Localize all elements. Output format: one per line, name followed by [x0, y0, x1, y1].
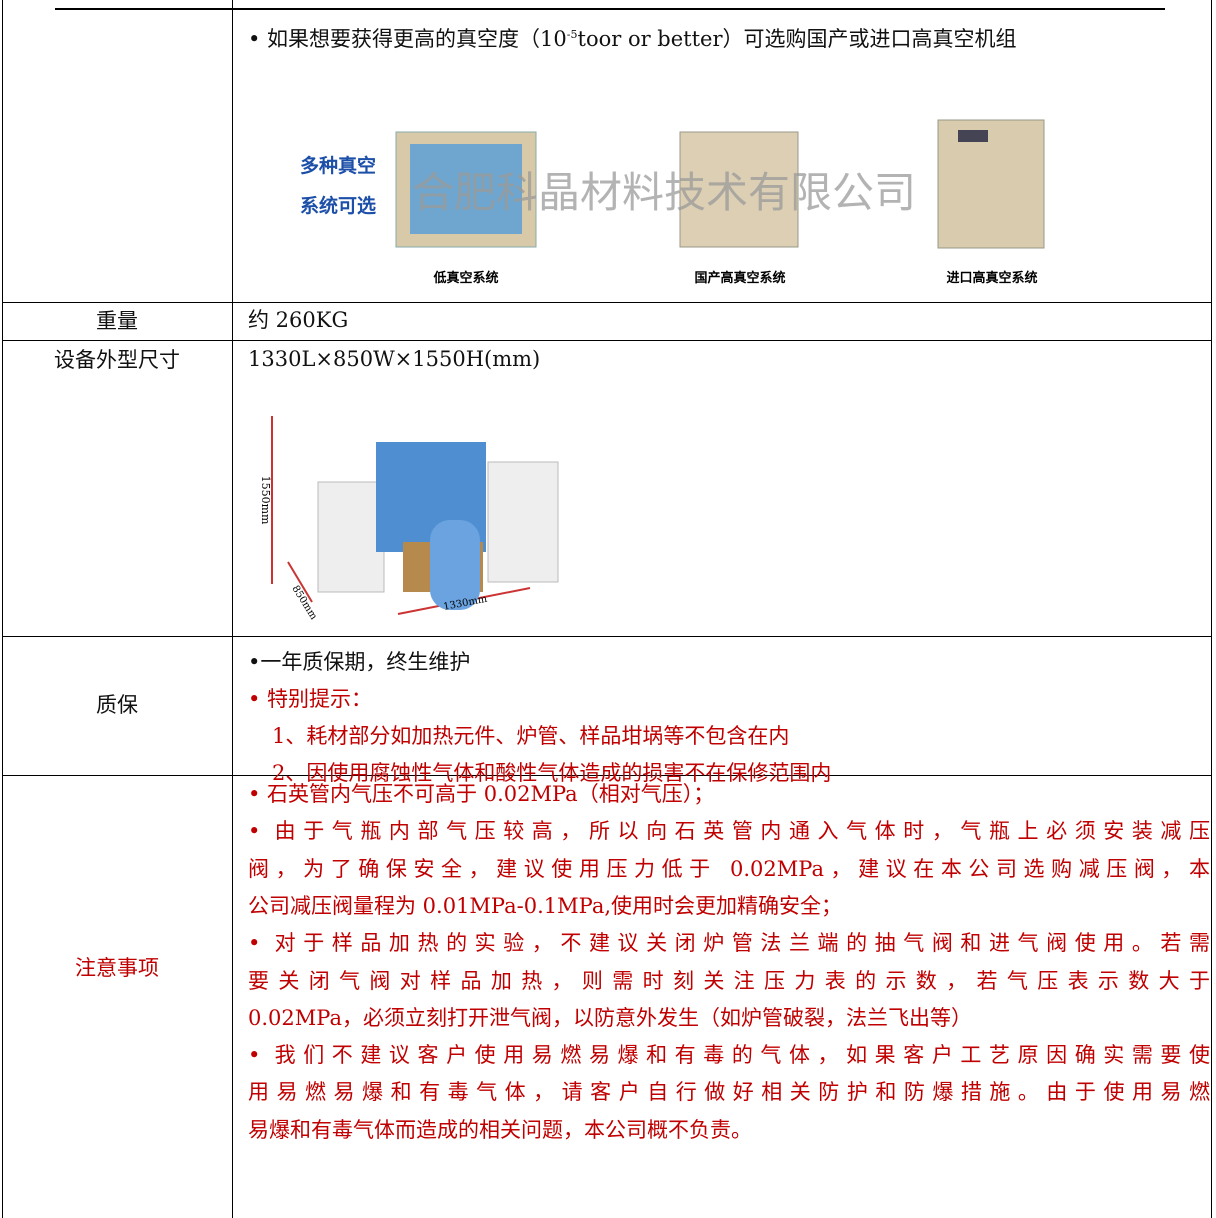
dim-line — [287, 561, 313, 603]
watermark: 合肥科晶材料技术有限公司 — [412, 168, 916, 217]
border — [2, 340, 1212, 341]
caption: 进口高真空系统 — [946, 270, 1037, 286]
note-line: 用易燃易爆和有毒气体，请客户自行做好相关防护和防爆措施。由于使用易燃 — [248, 1080, 1210, 1105]
image-label: 系统可选 — [300, 194, 376, 217]
warranty-line: 1、耗材部分如加热元件、炉管、样品坩埚等不包含在内 — [272, 724, 790, 748]
caption: 国产高真空系统 — [694, 270, 785, 286]
chiller — [487, 461, 559, 583]
display — [958, 130, 988, 142]
text: toor or better）可选购国产或进口高真空机组 — [577, 27, 1017, 51]
row-value: 1330L×850W×1550H(mm) — [248, 347, 541, 371]
row-label: 重量 — [96, 309, 138, 333]
border — [232, 0, 233, 1218]
note-line: • 对于样品加热的实验，不建议关闭炉管法兰端的抽气阀和进气阀使用。若需 — [248, 931, 1210, 956]
tank — [430, 520, 480, 610]
border — [1211, 0, 1212, 1218]
chiller — [317, 481, 385, 593]
machine — [679, 131, 799, 248]
note-line: 阀，为了确保安全，建议使用压力低于 0.02MPa，建议在本公司选购减压阀，本 — [248, 856, 1210, 881]
border — [2, 775, 1212, 776]
row-value: 约 260KG — [248, 308, 349, 332]
warranty-line: •一年质保期，终生维护 — [248, 650, 471, 674]
dimension-label: 1550mm — [259, 476, 272, 525]
vacuum-note: • 如果想要获得更高的真空度（10-5toor or better）可选购国产或… — [248, 16, 1210, 58]
warranty-line: • 特别提示： — [248, 687, 373, 711]
warranty-line: 2、因使用腐蚀性气体和酸性气体造成的损害不在保修范围内 — [272, 761, 832, 785]
vacuum-systems-image: 多种真空 系统可选 合肥科晶材料技术有限公司 低真空系统 国产高真空系统 进口高… — [300, 119, 1045, 286]
note-line: • 我们不建议客户使用易燃易爆和有毒的气体，如果客户工艺原因确实需要使 — [248, 1043, 1210, 1068]
image-label: 多种真空 — [300, 154, 376, 177]
note-line: 公司减压阀量程为 0.01MPa-0.1MPa,使用时会更加精确安全； — [248, 893, 843, 918]
machine-panel — [410, 144, 522, 234]
note-line: 0.02MPa，必须立刻打开泄气阀，以防意外发生（如炉管破裂，法兰飞出等） — [248, 1005, 972, 1030]
note-line: 易爆和有毒气体而造成的相关问题，本公司概不负责。 — [248, 1117, 752, 1142]
row-label: 质保 — [96, 693, 138, 717]
superscript: -5 — [566, 28, 578, 41]
border — [2, 636, 1212, 637]
note-line: 要关闭气阀对样品加热，则需时刻关注压力表的示数，若气压表示数大于 — [248, 968, 1210, 993]
caption: 低真空系统 — [432, 270, 498, 286]
machine — [937, 119, 1045, 249]
note-line: • 由于气瓶内部气压较高，所以向石英管内通入气体时，气瓶上必须安装减压 — [248, 819, 1210, 844]
note-line: • 石英管内气压不可高于 0.02MPa（相对气压）； — [248, 782, 715, 806]
border — [2, 302, 1212, 303]
dimension-image: 1550mm 850mm 1330mm — [259, 416, 559, 622]
border — [2, 0, 3, 1218]
row-label: 注意事项 — [75, 956, 159, 980]
header-rule — [55, 8, 1165, 10]
row-label: 设备外型尺寸 — [54, 348, 180, 372]
text: • 如果想要获得更高的真空度（10 — [248, 27, 567, 51]
